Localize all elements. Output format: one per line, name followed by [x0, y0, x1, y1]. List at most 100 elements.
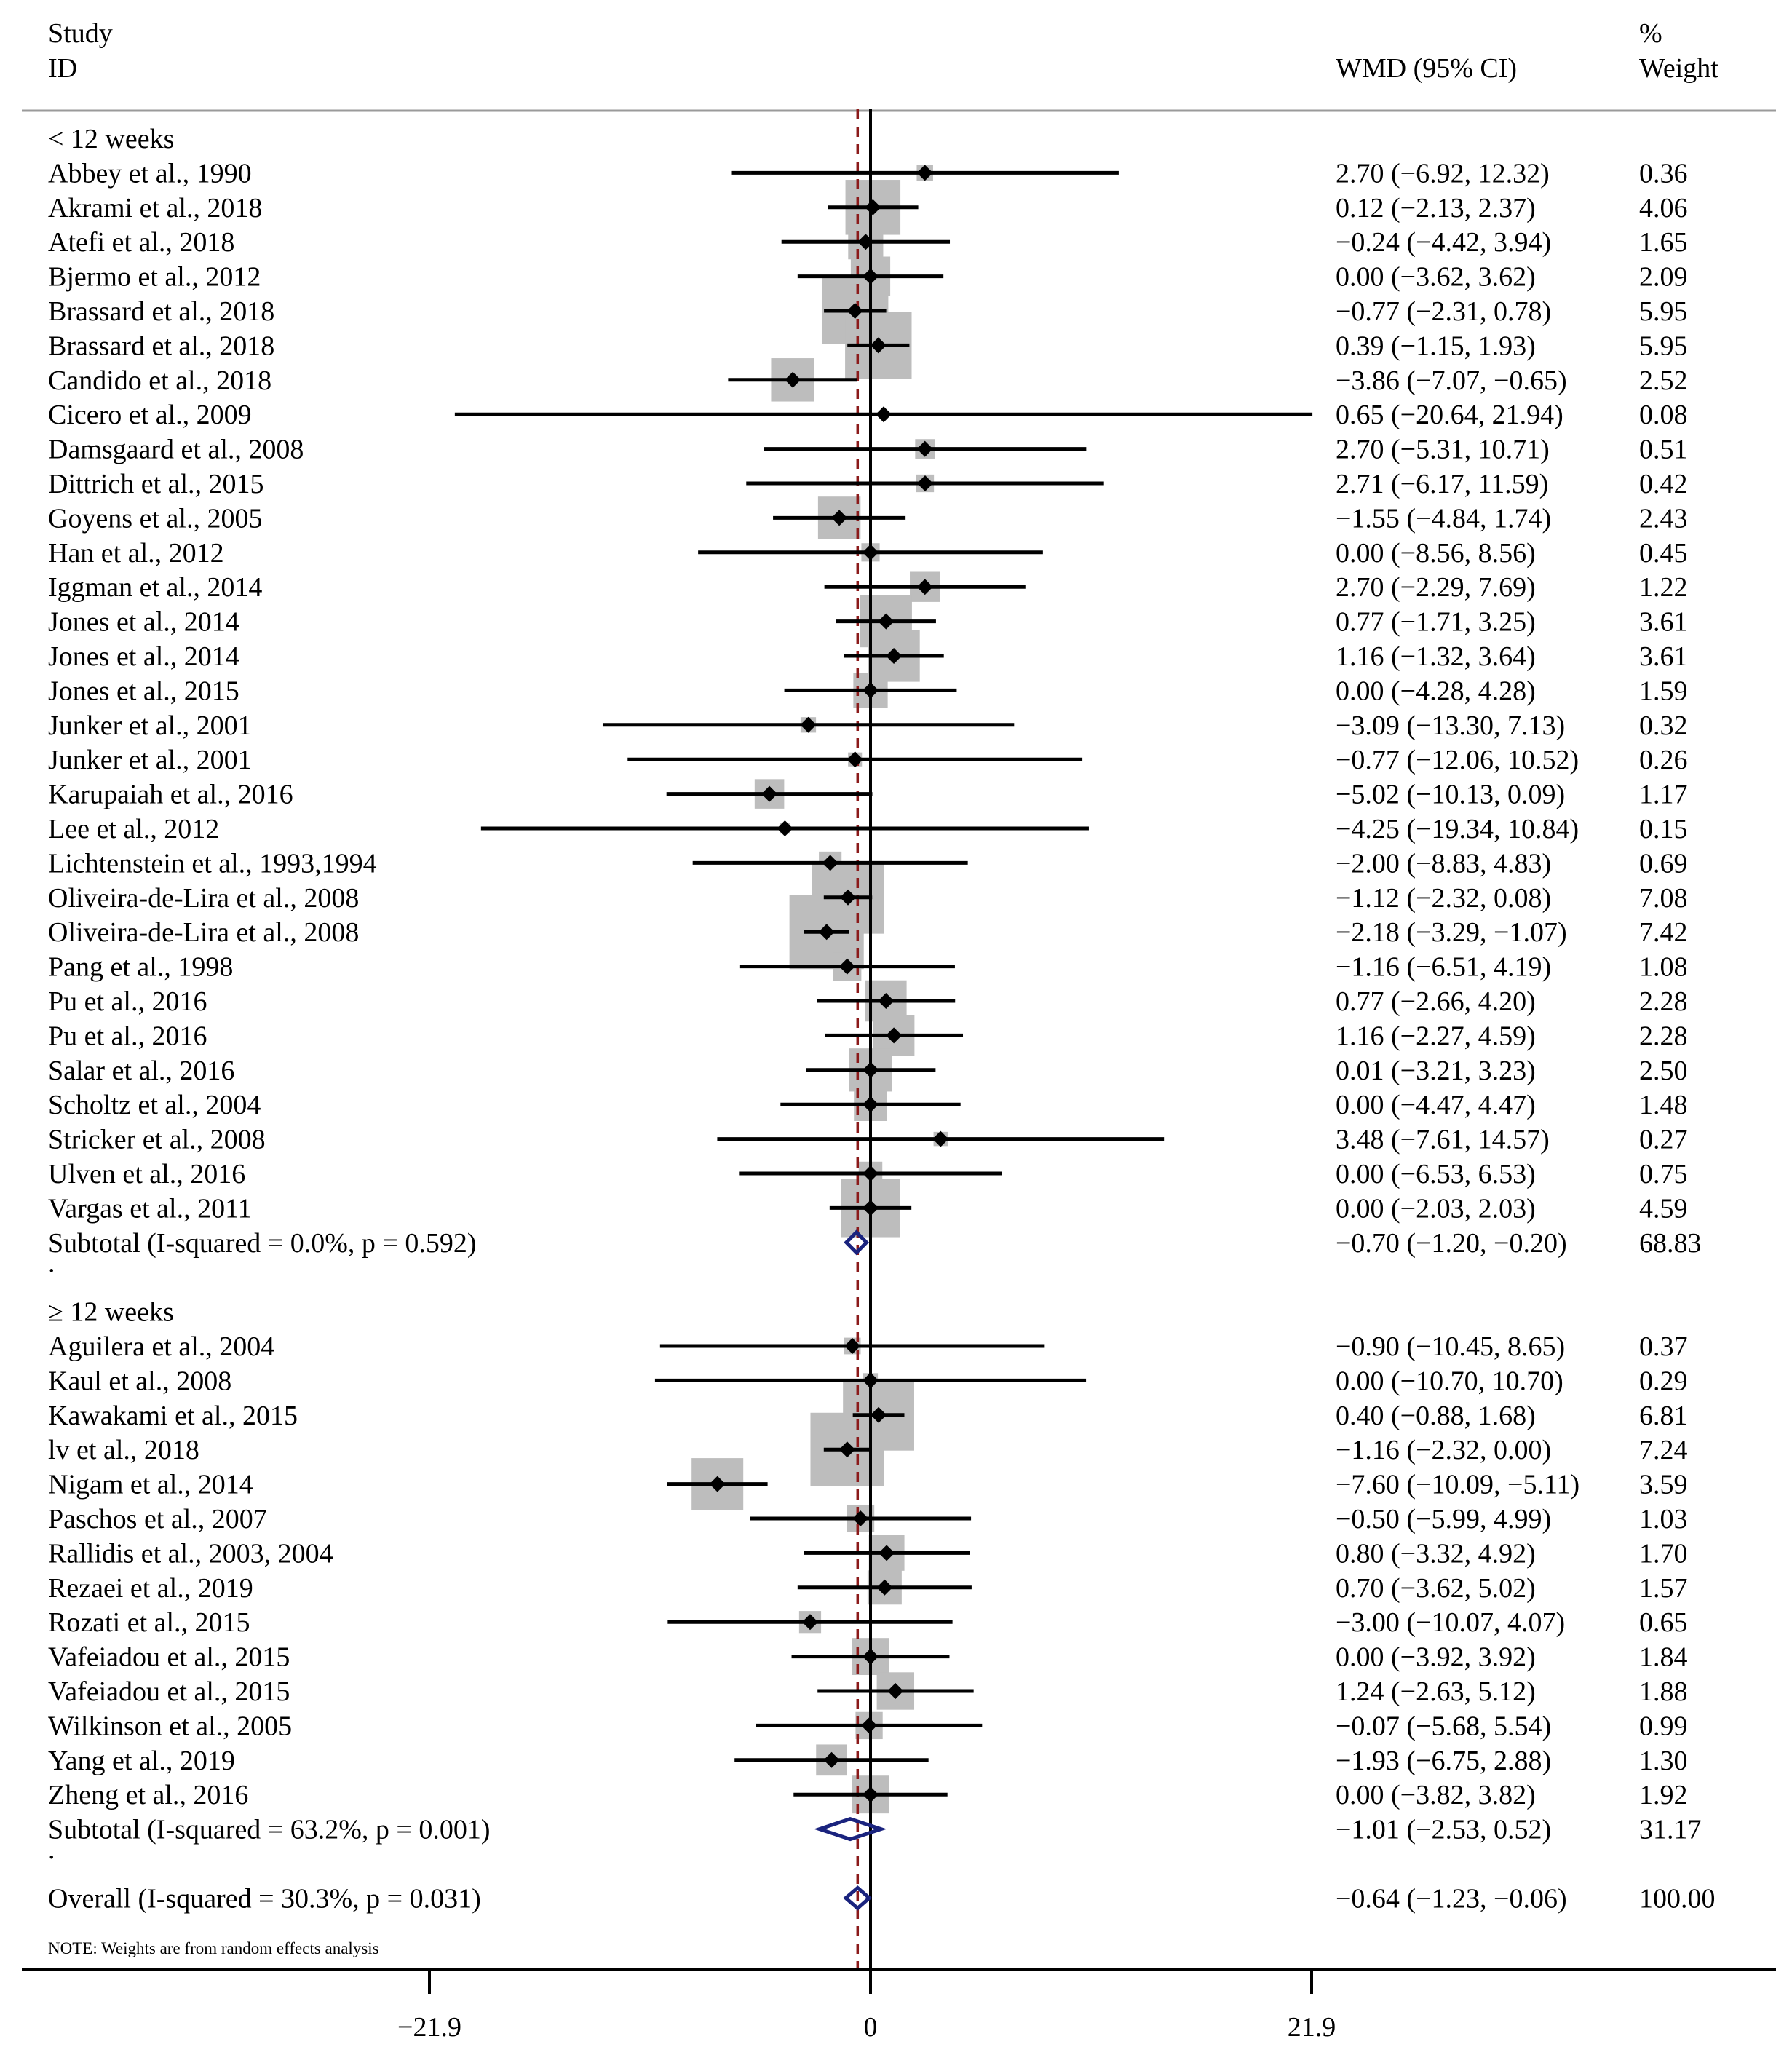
weight-text: 1.17	[1639, 780, 1688, 810]
ci-text: 0.70 (−3.62, 5.02)	[1336, 1573, 1536, 1604]
study-label: Nigam et al., 2014	[48, 1470, 253, 1500]
weight-text: 1.70	[1639, 1538, 1688, 1569]
weight-text: 0.29	[1639, 1366, 1688, 1396]
weight-text: 0.42	[1639, 469, 1688, 499]
study-label: Stricker et al., 2008	[48, 1125, 266, 1155]
point-estimate	[886, 648, 903, 664]
study-label: Damsgaard et al., 2008	[48, 435, 304, 465]
weight-text: 3.61	[1639, 641, 1688, 672]
study-label: Wilkinson et al., 2005	[48, 1711, 292, 1741]
study-label: Rallidis et al., 2003, 2004	[48, 1538, 333, 1569]
point-estimate	[761, 785, 778, 802]
subtotal-diamond	[814, 1816, 887, 1842]
study-label: Rezaei et al., 2019	[48, 1573, 253, 1604]
study-label: Jones et al., 2014	[48, 607, 239, 638]
note-text: NOTE: Weights are from random effects an…	[48, 1939, 379, 1957]
study-label: Zheng et al., 2016	[48, 1780, 248, 1810]
study-label: Kaul et al., 2008	[48, 1366, 231, 1396]
study-label: Aguilera et al., 2004	[48, 1331, 274, 1362]
point-estimate	[801, 1614, 818, 1631]
ci-text: −0.24 (−4.42, 3.94)	[1336, 227, 1551, 258]
study-label: Scholtz et al., 2004	[48, 1090, 261, 1120]
study-label: Rozati et al., 2015	[48, 1607, 250, 1638]
weight-text: 1.22	[1639, 572, 1688, 603]
ci-text: −3.00 (−10.07, 4.07)	[1336, 1607, 1565, 1638]
ci-text: 0.00 (−6.53, 6.53)	[1336, 1159, 1536, 1189]
study-label: lv et al., 2018	[48, 1435, 199, 1465]
ci-text: −1.12 (−2.32, 0.08)	[1336, 883, 1551, 914]
weight-text: 31.17	[1639, 1815, 1702, 1845]
study-label: Bjermo et al., 2012	[48, 262, 261, 293]
ci-text: 0.39 (−1.15, 1.93)	[1336, 330, 1536, 361]
weight-text: 2.50	[1639, 1056, 1688, 1086]
weight-text: 7.24	[1639, 1435, 1688, 1465]
point-estimate	[863, 1786, 879, 1803]
study-label: Brassard et al., 2018	[48, 296, 274, 327]
point-estimate	[852, 1510, 869, 1526]
weight-text: 3.61	[1639, 607, 1688, 638]
point-estimate	[863, 544, 879, 561]
ci-text: −2.18 (−3.29, −1.07)	[1336, 917, 1567, 948]
ci-text: 3.48 (−7.61, 14.57)	[1336, 1125, 1550, 1155]
point-estimate	[840, 889, 857, 906]
point-estimate	[863, 1096, 879, 1113]
weight-text: 4.06	[1639, 193, 1688, 223]
spacer-dot: .	[48, 1834, 55, 1865]
weight-text: 4.59	[1639, 1193, 1688, 1224]
ci-text: −4.25 (−19.34, 10.84)	[1336, 814, 1579, 844]
point-estimate	[863, 1061, 879, 1078]
ci-text: −3.09 (−13.30, 7.13)	[1336, 710, 1565, 741]
study-label: Vafeiadou et al., 2015	[48, 1676, 290, 1707]
ci-text: 0.65 (−20.64, 21.94)	[1336, 400, 1563, 430]
header-weight-line1: %	[1639, 18, 1662, 49]
study-label: Pu et al., 2016	[48, 986, 207, 1017]
x-tick-label: −21.9	[397, 2012, 461, 2043]
point-estimate	[886, 1027, 903, 1044]
ci-text: 0.77 (−2.66, 4.20)	[1336, 986, 1536, 1017]
ci-text: 1.24 (−2.63, 5.12)	[1336, 1676, 1536, 1707]
ci-text: 2.70 (−6.92, 12.32)	[1336, 158, 1550, 189]
point-estimate	[916, 475, 933, 491]
study-label: Oliveira-de-Lira et al., 2008	[48, 917, 359, 948]
point-estimate	[916, 440, 933, 457]
point-estimate	[709, 1476, 726, 1492]
ci-text: 0.00 (−3.62, 3.62)	[1336, 262, 1536, 293]
study-label: Goyens et al., 2005	[48, 503, 262, 534]
study-label: Lichtenstein et al., 1993,1994	[48, 848, 377, 879]
ci-text: 0.12 (−2.13, 2.37)	[1336, 193, 1536, 223]
weight-text: 1.88	[1639, 1676, 1688, 1707]
study-label: Junker et al., 2001	[48, 710, 252, 741]
ci-text: 0.40 (−0.88, 1.68)	[1336, 1401, 1536, 1431]
study-label: Vafeiadou et al., 2015	[48, 1642, 290, 1673]
study-label: Junker et al., 2001	[48, 745, 252, 775]
x-tick-label: 21.9	[1288, 2012, 1336, 2043]
point-estimate	[822, 855, 838, 871]
ci-text: −1.01 (−2.53, 0.52)	[1336, 1815, 1551, 1845]
point-estimate	[777, 820, 793, 836]
study-label: Candido et al., 2018	[48, 365, 271, 396]
point-estimate	[785, 371, 801, 388]
weight-text: 6.81	[1639, 1401, 1688, 1431]
weight-text: 0.51	[1639, 435, 1688, 465]
header-effect: WMD (95% CI)	[1336, 53, 1517, 84]
weight-text: 1.84	[1639, 1642, 1688, 1673]
study-label: Abbey et al., 1990	[48, 158, 252, 189]
study-label: Salar et al., 2016	[48, 1056, 234, 1086]
point-estimate	[861, 1717, 878, 1734]
point-estimate	[818, 924, 835, 941]
subtotal-label: Subtotal (I-squared = 0.0%, p = 0.592)	[48, 1228, 476, 1259]
point-estimate	[878, 613, 895, 630]
point-estimate	[863, 1165, 879, 1181]
point-estimate	[887, 1683, 904, 1699]
subgroup-heading: ≥ 12 weeks	[48, 1297, 174, 1328]
ci-text: 0.80 (−3.32, 4.92)	[1336, 1538, 1536, 1569]
weight-text: 0.75	[1639, 1159, 1688, 1189]
point-estimate	[838, 1441, 855, 1458]
study-label: Akrami et al., 2018	[48, 193, 262, 223]
weight-text: 0.69	[1639, 848, 1688, 879]
weight-text: 1.59	[1639, 676, 1688, 706]
study-label: Jones et al., 2015	[48, 676, 239, 706]
study-label: Pang et al., 1998	[48, 952, 233, 983]
weight-text: 2.28	[1639, 1021, 1688, 1051]
